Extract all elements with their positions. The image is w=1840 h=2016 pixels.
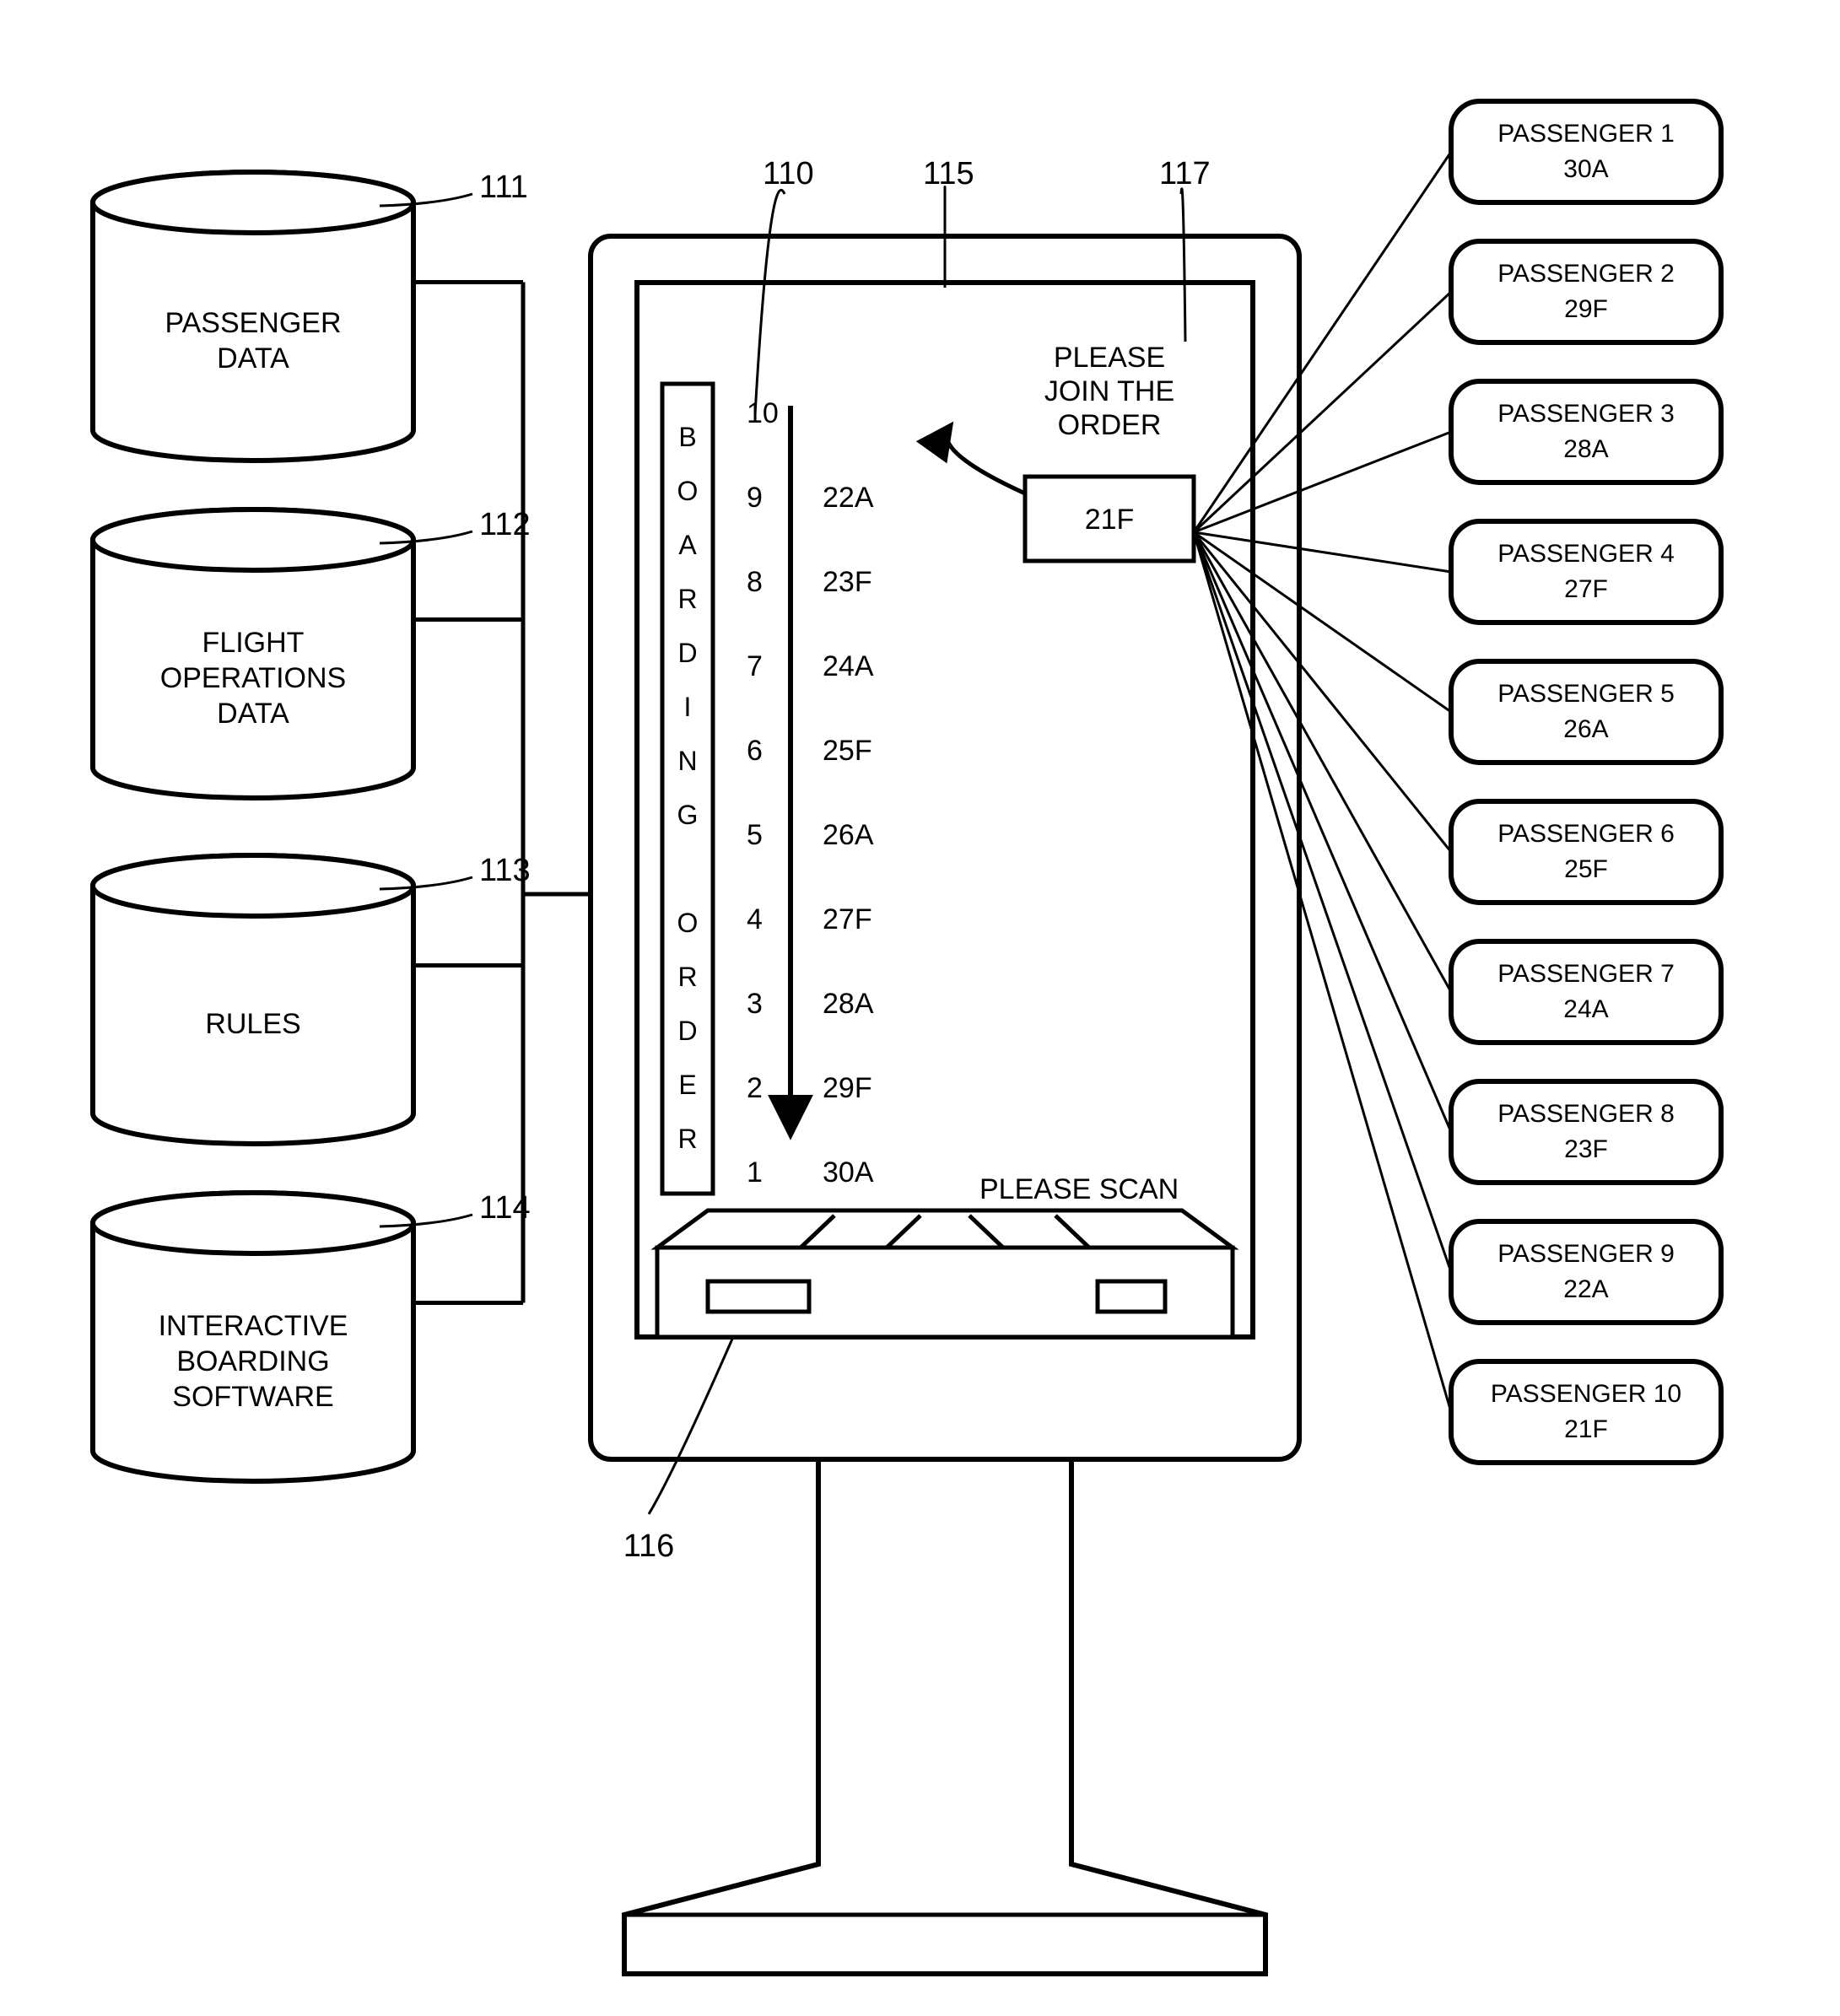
passenger-seat-9: 22A	[1563, 1275, 1608, 1303]
passenger-name-5: PASSENGER 5	[1497, 680, 1675, 708]
passenger-bubble-3: PASSENGER 3 28A	[1451, 381, 1721, 482]
order-seat: 24A	[823, 650, 874, 682]
boarding-order-char: N	[677, 746, 697, 776]
order-pos: 10	[747, 397, 779, 429]
passenger-bubble-8: PASSENGER 8 23F	[1451, 1081, 1721, 1183]
passenger-bubble-1: PASSENGER 1 30A	[1451, 101, 1721, 202]
order-seat: 22A	[823, 482, 874, 514]
db-114-label-0: INTERACTIVE	[159, 1310, 348, 1342]
passenger-name-6: PASSENGER 6	[1497, 820, 1675, 848]
boarding-order-char: I	[684, 692, 692, 722]
boarding-order-char: R	[677, 584, 697, 614]
passenger-seat-7: 24A	[1563, 995, 1608, 1023]
order-pos: 2	[747, 1072, 763, 1104]
order-pos: 6	[747, 735, 763, 767]
order-seat: 23F	[823, 566, 872, 598]
passenger-seat-8: 23F	[1564, 1135, 1608, 1163]
passenger-bubble-2: PASSENGER 2 29F	[1451, 241, 1721, 342]
order-pos: 9	[747, 482, 763, 514]
db-113-label-0: RULES	[205, 1008, 300, 1040]
passenger-seat-3: 28A	[1563, 435, 1608, 463]
passenger-bubble-5: PASSENGER 5 26A	[1451, 661, 1721, 763]
order-seat: 25F	[823, 735, 872, 767]
order-seat: 30A	[823, 1156, 874, 1189]
boarding-order-char: R	[677, 962, 697, 992]
join-text-1: JOIN THE	[1044, 375, 1174, 407]
please-scan-label: PLEASE SCAN	[979, 1173, 1179, 1205]
passenger-name-8: PASSENGER 8	[1497, 1100, 1675, 1128]
passenger-seat-2: 29F	[1564, 295, 1608, 323]
ref-110: 110	[763, 156, 814, 191]
order-seat: 26A	[823, 819, 874, 851]
db-113: RULES	[93, 855, 413, 1144]
scanner-top	[657, 1210, 1233, 1248]
boarding-order-char: E	[678, 1070, 696, 1100]
order-pos: 8	[747, 566, 763, 598]
db-111-label-1: DATA	[217, 342, 289, 375]
passenger-seat-6: 25F	[1564, 855, 1608, 883]
join-text-0: PLEASE	[1054, 342, 1165, 374]
boarding-order-char: A	[678, 530, 697, 560]
scanner-port-left[interactable]	[708, 1281, 809, 1312]
db-111: PASSENGERDATA	[93, 172, 413, 461]
passenger-bubble-9: PASSENGER 9 22A	[1451, 1221, 1721, 1323]
order-pos: 3	[747, 988, 763, 1020]
passenger-name-7: PASSENGER 7	[1497, 960, 1675, 988]
db-114-label-2: SOFTWARE	[172, 1381, 333, 1413]
boarding-order-char: B	[678, 422, 696, 452]
order-seat: 28A	[823, 988, 874, 1020]
db-112-label-0: FLIGHT	[202, 627, 305, 659]
ref-116: 116	[623, 1528, 675, 1564]
db-111-ref: 111	[479, 170, 528, 205]
passenger-name-10: PASSENGER 10	[1491, 1380, 1681, 1408]
boarding-order-char: O	[677, 908, 699, 938]
passenger-seat-1: 30A	[1563, 155, 1608, 183]
passenger-seat-4: 27F	[1564, 575, 1608, 603]
join-seat: 21F	[1085, 504, 1135, 536]
db-112: FLIGHTOPERATIONS DATA	[93, 509, 413, 798]
boarding-order-char: D	[677, 1016, 697, 1046]
passenger-seat-5: 26A	[1563, 715, 1608, 743]
ref-117: 117	[1159, 156, 1211, 191]
boarding-order-char: O	[677, 476, 699, 506]
passenger-name-1: PASSENGER 1	[1497, 120, 1675, 148]
db-114-label-1: BOARDING	[176, 1345, 329, 1377]
scanner-port-right[interactable]	[1098, 1281, 1165, 1312]
db-112-label-2: DATA	[217, 698, 289, 730]
db-114: INTERACTIVEBOARDING SOFTWARE	[93, 1193, 413, 1481]
order-seat: 29F	[823, 1072, 872, 1104]
boarding-order-char: R	[677, 1124, 697, 1154]
passenger-bubble-10: PASSENGER 10 21F	[1451, 1361, 1721, 1463]
db-111-label-0: PASSENGER	[165, 307, 341, 339]
passenger-name-2: PASSENGER 2	[1497, 260, 1675, 288]
passenger-bubble-6: PASSENGER 6 25F	[1451, 801, 1721, 903]
order-pos: 4	[747, 903, 763, 935]
order-pos: 1	[747, 1156, 763, 1189]
passenger-name-3: PASSENGER 3	[1497, 400, 1675, 428]
order-pos: 5	[747, 819, 763, 851]
passenger-name-4: PASSENGER 4	[1497, 540, 1675, 568]
passenger-name-9: PASSENGER 9	[1497, 1240, 1675, 1268]
boarding-order-char: D	[677, 638, 697, 668]
passenger-bubble-7: PASSENGER 7 24A	[1451, 941, 1721, 1043]
join-text-2: ORDER	[1058, 409, 1162, 441]
order-pos: 7	[747, 650, 763, 682]
order-seat: 27F	[823, 903, 872, 935]
passenger-seat-10: 21F	[1564, 1415, 1608, 1443]
passenger-bubble-4: PASSENGER 4 27F	[1451, 521, 1721, 623]
ref-115: 115	[923, 156, 974, 191]
boarding-order-char: G	[677, 800, 699, 830]
kiosk-stand	[624, 1459, 1265, 1974]
db-112-label-1: OPERATIONS	[160, 662, 346, 694]
